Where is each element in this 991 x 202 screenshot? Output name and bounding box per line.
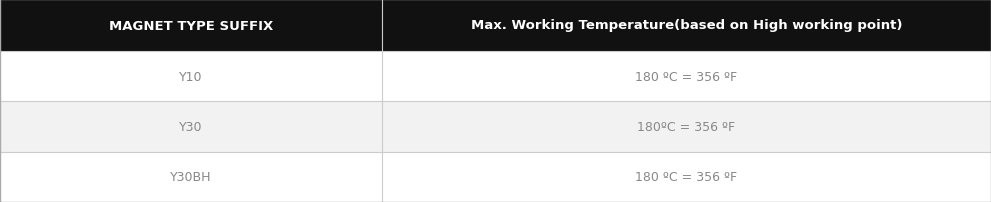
- Bar: [382, 152, 991, 202]
- Text: Max. Working Temperature(based on High working point): Max. Working Temperature(based on High w…: [471, 19, 902, 32]
- Text: MAGNET TYPE SUFFIX: MAGNET TYPE SUFFIX: [109, 19, 273, 32]
- Bar: [0, 102, 382, 152]
- Text: Y30: Y30: [179, 120, 202, 133]
- Bar: [0, 152, 382, 202]
- Text: 180ºC = 356 ºF: 180ºC = 356 ºF: [637, 120, 735, 133]
- Text: Y30BH: Y30BH: [170, 170, 211, 183]
- Bar: [382, 52, 991, 102]
- Text: 180 ºC = 356 ºF: 180 ºC = 356 ºF: [635, 170, 737, 183]
- Bar: [0, 0, 991, 52]
- Text: Y10: Y10: [179, 70, 202, 83]
- Bar: [0, 52, 382, 102]
- Bar: [382, 102, 991, 152]
- Text: 180 ºC = 356 ºF: 180 ºC = 356 ºF: [635, 70, 737, 83]
